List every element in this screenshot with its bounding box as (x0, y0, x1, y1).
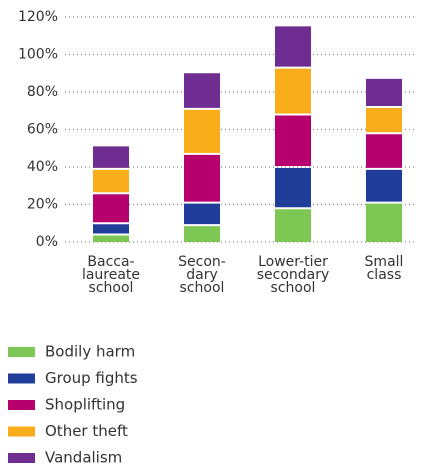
y-tick-label: 20% (27, 197, 58, 213)
x-tick-label: Secon- dary school (178, 254, 226, 296)
bar-segment (275, 68, 311, 114)
legend-swatch (8, 373, 35, 384)
bar-segment (184, 154, 220, 202)
legend-swatch (8, 453, 35, 463)
bar-segment (275, 209, 311, 242)
x-tick-label: Bacca- laureate school (81, 254, 141, 296)
y-tick-label: 0% (36, 234, 58, 250)
legend-label: Shoplifting (45, 396, 125, 414)
bar-segment (366, 108, 402, 133)
bar-segment (275, 168, 311, 208)
bar-segment (93, 194, 129, 223)
x-tick-label: Small class (364, 254, 404, 283)
bar-segment (275, 115, 311, 166)
bar-segment (93, 169, 129, 193)
legend-swatch (8, 400, 35, 410)
bar-segment (366, 203, 402, 242)
y-tick-label: 60% (27, 122, 58, 138)
y-tick-label: 80% (27, 84, 58, 100)
legend-label: Other theft (45, 422, 128, 440)
legend-swatch (8, 347, 35, 357)
bar-segment (93, 146, 129, 168)
bar-segment (366, 134, 402, 168)
bar-segment (184, 109, 220, 153)
x-tick-label: Lower-tier secondary school (256, 254, 330, 296)
bar-segment (366, 169, 402, 202)
legend-label: Group fights (45, 369, 138, 387)
bar-segment (366, 78, 402, 106)
legend-label: Vandalism (45, 449, 122, 467)
y-tick-label: 40% (27, 159, 58, 175)
bar-segment (184, 73, 220, 108)
bar-segment (184, 226, 220, 242)
bar-segment (93, 224, 129, 234)
legend-swatch (8, 426, 35, 437)
bar-segment (184, 203, 220, 225)
y-tick-label: 100% (18, 47, 58, 63)
bar-segment (93, 235, 129, 242)
legend-label: Bodily harm (45, 343, 135, 361)
bar-segment (275, 26, 311, 67)
y-tick-label: 120% (18, 9, 58, 25)
